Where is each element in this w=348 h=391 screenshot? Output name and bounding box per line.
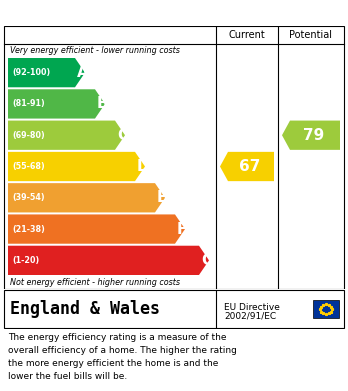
Polygon shape [8, 152, 145, 181]
Polygon shape [220, 152, 274, 181]
Text: Not energy efficient - higher running costs: Not energy efficient - higher running co… [10, 278, 180, 287]
Polygon shape [8, 120, 125, 150]
Text: (69-80): (69-80) [12, 131, 45, 140]
Polygon shape [8, 214, 185, 244]
Text: (39-54): (39-54) [12, 193, 45, 202]
Text: (1-20): (1-20) [12, 256, 39, 265]
Text: 67: 67 [239, 159, 261, 174]
Text: Very energy efficient - lower running costs: Very energy efficient - lower running co… [10, 46, 180, 55]
Text: G: G [201, 253, 214, 268]
Text: 79: 79 [303, 128, 325, 143]
Polygon shape [8, 89, 105, 118]
Text: England & Wales: England & Wales [10, 300, 160, 318]
Text: D: D [137, 159, 150, 174]
Text: (81-91): (81-91) [12, 99, 45, 108]
Text: F: F [177, 222, 187, 237]
Text: Energy Efficiency Rating: Energy Efficiency Rating [8, 5, 210, 20]
Polygon shape [282, 120, 340, 150]
Polygon shape [8, 183, 165, 212]
Text: E: E [157, 190, 167, 205]
Text: (21-38): (21-38) [12, 224, 45, 233]
Polygon shape [8, 58, 85, 87]
Text: (92-100): (92-100) [12, 68, 50, 77]
Text: EU Directive: EU Directive [224, 303, 280, 312]
Text: Current: Current [229, 30, 266, 40]
Text: (55-68): (55-68) [12, 162, 45, 171]
Text: A: A [77, 65, 89, 80]
Text: B: B [97, 97, 109, 111]
Text: Potential: Potential [290, 30, 332, 40]
Text: 2002/91/EC: 2002/91/EC [224, 312, 276, 321]
Text: The energy efficiency rating is a measure of the
overall efficiency of a home. T: The energy efficiency rating is a measur… [8, 333, 237, 380]
Bar [313, 300, 339, 318]
Text: C: C [117, 128, 128, 143]
Polygon shape [8, 246, 209, 275]
